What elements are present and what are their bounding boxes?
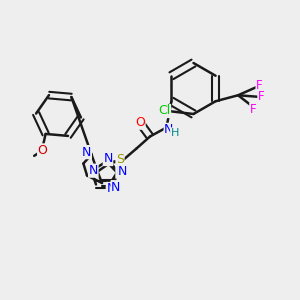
Text: N: N [88,164,98,177]
Text: F: F [256,79,263,92]
Text: H: H [171,128,179,138]
Text: N: N [106,182,116,196]
Text: N: N [164,123,174,136]
Text: N: N [82,146,92,159]
Text: S: S [116,153,124,167]
Text: Cl: Cl [158,104,170,118]
Text: O: O [38,144,47,157]
Text: N: N [111,181,121,194]
Text: F: F [250,103,256,116]
Text: N: N [103,152,113,166]
Text: F: F [258,90,265,103]
Text: N: N [118,165,127,178]
Text: N: N [116,165,125,178]
Text: O: O [135,116,145,129]
